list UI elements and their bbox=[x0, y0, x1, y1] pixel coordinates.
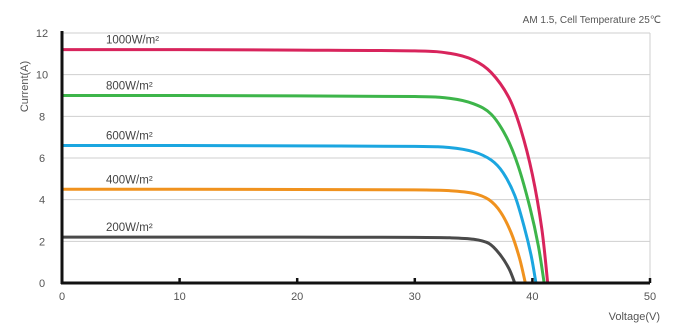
series-label: 400W/m² bbox=[106, 174, 153, 186]
series-label: 600W/m² bbox=[106, 131, 153, 143]
y-tick-label: 10 bbox=[36, 70, 48, 82]
y-tick-label: 2 bbox=[39, 236, 45, 248]
x-tick-label: 30 bbox=[409, 291, 421, 303]
y-tick-label: 12 bbox=[36, 28, 48, 40]
y-tick-label: 0 bbox=[39, 278, 45, 290]
x-tick-label: 0 bbox=[59, 291, 65, 303]
series-line bbox=[60, 187, 527, 285]
series-label: 200W/m² bbox=[106, 222, 153, 234]
y-tick-label: 4 bbox=[39, 195, 45, 207]
series-layer bbox=[60, 48, 550, 285]
series-label: 800W/m² bbox=[106, 81, 153, 93]
x-tick-label: 40 bbox=[526, 291, 538, 303]
x-tick-label: 50 bbox=[644, 291, 656, 303]
series-line bbox=[60, 93, 546, 285]
axes bbox=[60, 31, 652, 285]
tick-labels: 0 10 20 30 40 50 0 2 4 6 8 10 12 bbox=[36, 28, 656, 303]
series-labels: 1000W/m² 800W/m² 600W/m² 400W/m² 200W/m² bbox=[106, 35, 159, 235]
series-line bbox=[60, 235, 517, 285]
y-axis-title: Current(A) bbox=[19, 61, 31, 112]
x-axis-title: Voltage(V) bbox=[609, 311, 660, 323]
x-tick-label: 10 bbox=[173, 291, 185, 303]
grid bbox=[62, 32, 651, 283]
series-label: 1000W/m² bbox=[106, 35, 159, 47]
test-conditions-note: AM 1.5, Cell Temperature 25℃ bbox=[523, 15, 661, 26]
x-tick-label: 20 bbox=[291, 291, 303, 303]
y-tick-label: 6 bbox=[39, 153, 45, 165]
series-line bbox=[60, 48, 550, 285]
y-tick-label: 8 bbox=[39, 111, 45, 123]
series-line bbox=[60, 143, 538, 285]
